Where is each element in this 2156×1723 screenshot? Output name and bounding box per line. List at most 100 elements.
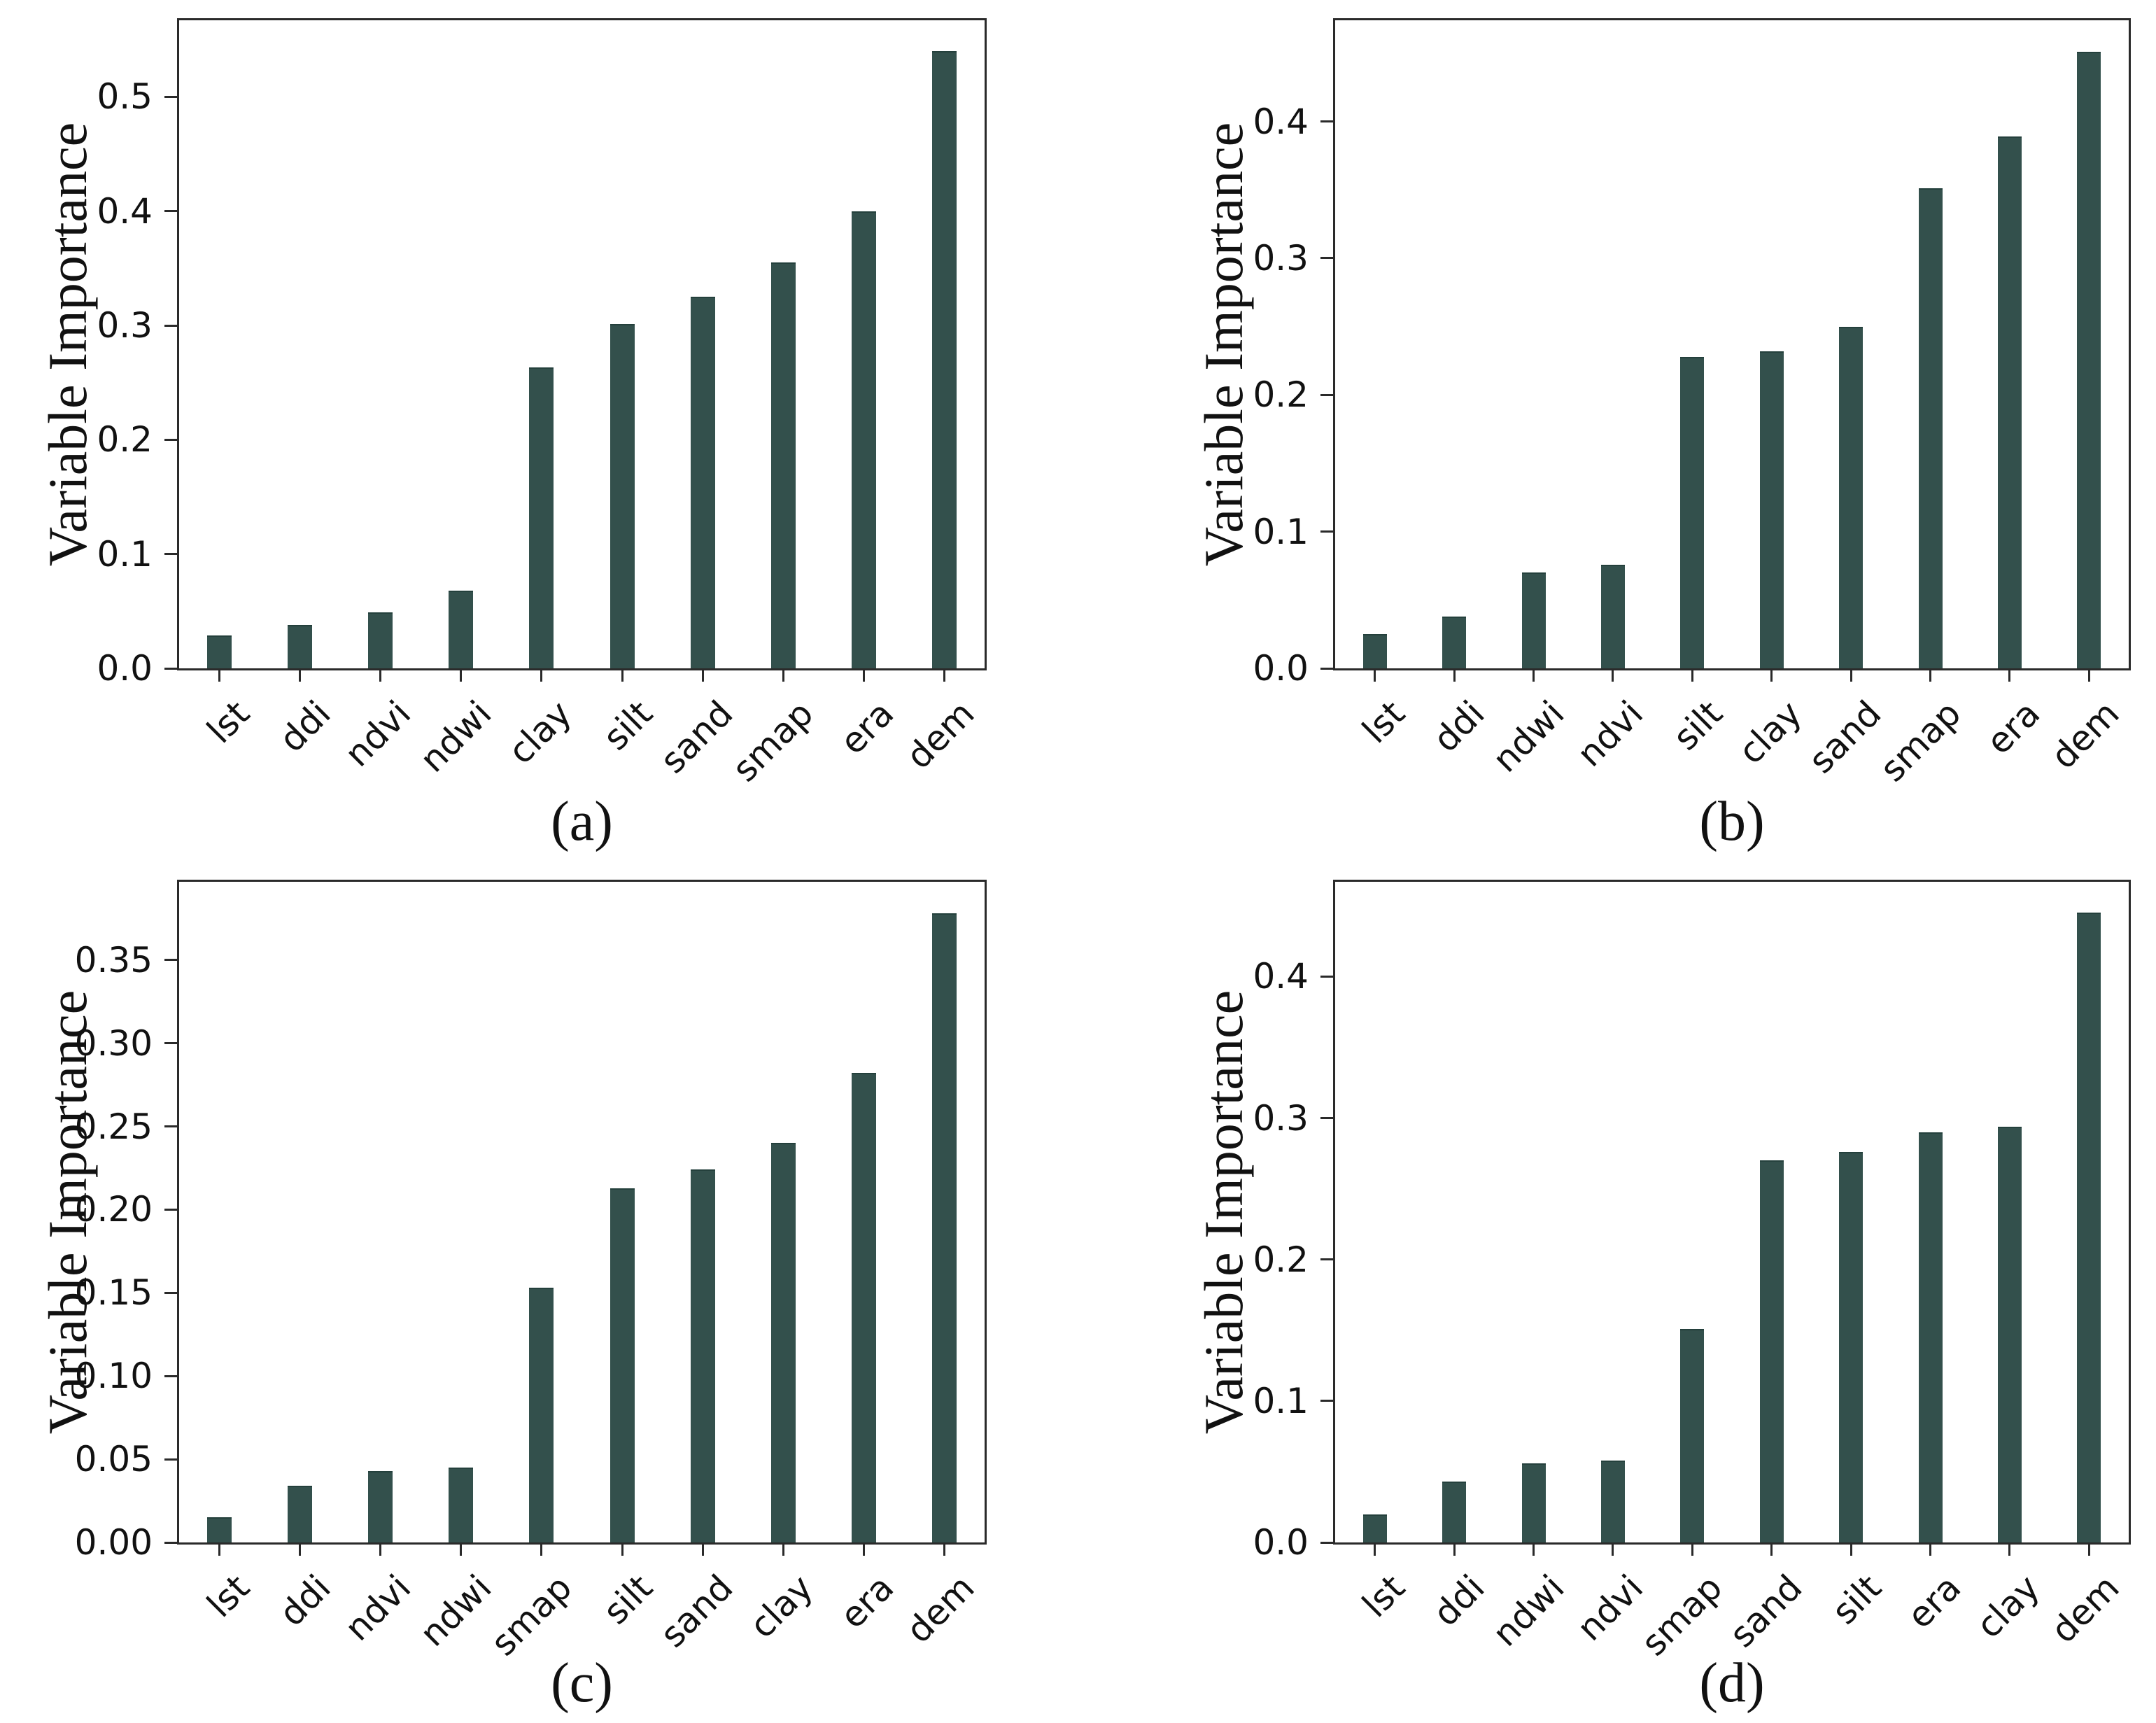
x-category-label-lst: lst bbox=[1354, 1567, 1413, 1626]
bar-silt bbox=[1839, 1152, 1863, 1542]
panel-caption-a: (a) bbox=[551, 791, 613, 852]
x-tick-mark bbox=[943, 1545, 945, 1556]
bar-dem bbox=[2077, 913, 2101, 1542]
x-tick-mark bbox=[943, 670, 945, 682]
panel-caption-d: (d) bbox=[1699, 1652, 1765, 1714]
x-category-label-era: era bbox=[1898, 1567, 1968, 1637]
bar-era bbox=[851, 1073, 876, 1542]
x-tick-mark bbox=[621, 1545, 623, 1556]
x-category-label-clay: clay bbox=[1730, 693, 1810, 773]
y-tick-label: 0.1 bbox=[1253, 511, 1309, 552]
x-tick-mark bbox=[460, 670, 463, 682]
x-category-label-era: era bbox=[832, 693, 902, 763]
x-category-label-ddi: ddi bbox=[271, 693, 339, 761]
y-tick-label: 0.35 bbox=[74, 939, 153, 980]
y-tick-label: 0.15 bbox=[74, 1272, 153, 1314]
x-category-label-sand: sand bbox=[652, 1567, 741, 1656]
bar-era bbox=[1918, 1132, 1943, 1542]
bar-dem bbox=[931, 913, 957, 1542]
x-tick-mark bbox=[621, 670, 623, 682]
x-tick-mark bbox=[1770, 1545, 1773, 1556]
x-category-label-clay: clay bbox=[500, 693, 579, 773]
bar-lst bbox=[1362, 1514, 1387, 1542]
y-tick-label: 0.3 bbox=[1253, 1097, 1309, 1139]
bar-era bbox=[851, 211, 876, 668]
x-category-label-smap: smap bbox=[724, 693, 822, 790]
bar-lst bbox=[207, 1517, 232, 1542]
x-tick-mark bbox=[1533, 1545, 1535, 1556]
x-tick-mark bbox=[218, 670, 221, 682]
y-tick-mark bbox=[1320, 393, 1333, 396]
x-tick-mark bbox=[1849, 670, 1852, 682]
y-tick-mark bbox=[164, 95, 177, 98]
y-tick-label: 0.0 bbox=[1253, 1522, 1309, 1563]
y-tick-mark bbox=[164, 553, 177, 556]
y-tick-mark bbox=[1320, 530, 1333, 533]
x-category-label-silt: silt bbox=[1665, 693, 1731, 759]
x-category-label-era: era bbox=[1978, 693, 2048, 763]
bar-sand bbox=[1839, 326, 1863, 668]
x-category-label-lst: lst bbox=[199, 693, 258, 752]
x-tick-mark bbox=[701, 1545, 704, 1556]
bar-ndvi bbox=[1600, 564, 1625, 668]
panel-a: Variable Importance 0.0 0.1 0.2 0.3 0.4 0.5 ls… bbox=[0, 0, 1078, 862]
y-tick-mark bbox=[164, 1291, 177, 1294]
x-category-label-sand: sand bbox=[652, 693, 741, 782]
bar-dem bbox=[2077, 51, 2101, 668]
y-tick-mark bbox=[164, 210, 177, 213]
y-tick-label: 0.4 bbox=[1253, 956, 1309, 997]
y-tick-mark bbox=[1320, 257, 1333, 260]
y-tick-mark bbox=[1320, 1400, 1333, 1402]
x-tick-mark bbox=[2008, 1545, 2011, 1556]
x-category-label-lst: lst bbox=[1354, 693, 1413, 752]
x-tick-mark bbox=[1770, 670, 1773, 682]
plot-area-a: 0.0 0.1 0.2 0.3 0.4 0.5 lst ddi ndvi ndwi clay silt… bbox=[97, 18, 987, 789]
bar-smap bbox=[1918, 188, 1943, 668]
y-tick-label: 0.00 bbox=[74, 1522, 153, 1563]
x-tick-mark bbox=[218, 1545, 221, 1556]
x-tick-mark bbox=[299, 670, 302, 682]
y-tick-mark bbox=[1320, 1117, 1333, 1120]
y-tick-label: 0.3 bbox=[1253, 237, 1309, 279]
x-tick-mark bbox=[540, 1545, 543, 1556]
bar-ndwi bbox=[1521, 572, 1546, 668]
panel-caption-b: (b) bbox=[1699, 791, 1765, 852]
x-category-label-ndwi: ndwi bbox=[411, 1567, 500, 1654]
x-category-label-sand: sand bbox=[1801, 693, 1889, 782]
x-tick-mark bbox=[1929, 1545, 1931, 1556]
y-tick-label: 0.05 bbox=[74, 1439, 153, 1480]
y-tick-label: 0.4 bbox=[1253, 101, 1309, 142]
bar-ndwi bbox=[449, 590, 474, 668]
y-tick-mark bbox=[164, 1125, 177, 1128]
y-tick-mark bbox=[164, 959, 177, 962]
y-tick-mark bbox=[164, 1042, 177, 1045]
bar-clay bbox=[529, 367, 554, 668]
y-tick-label: 0.2 bbox=[1253, 374, 1309, 416]
x-tick-mark bbox=[1533, 670, 1535, 682]
x-tick-mark bbox=[862, 670, 865, 682]
panel-b: Variable Importance 0.0 0.1 0.2 0.3 0.4 lst dd… bbox=[1078, 0, 2156, 862]
x-tick-mark bbox=[1849, 1545, 1852, 1556]
bar-silt bbox=[610, 324, 635, 668]
y-tick-label: 0.5 bbox=[97, 76, 153, 118]
y-tick-mark bbox=[164, 1374, 177, 1377]
panel-caption-c: (c) bbox=[551, 1652, 613, 1714]
bar-ndwi bbox=[449, 1467, 474, 1542]
x-category-label-ndwi: ndwi bbox=[1484, 693, 1572, 780]
x-category-label-silt: silt bbox=[595, 1567, 661, 1633]
x-tick-mark bbox=[1929, 670, 1931, 682]
y-tick-mark bbox=[164, 324, 177, 327]
y-tick-mark bbox=[164, 1541, 177, 1544]
y-tick-mark bbox=[164, 1208, 177, 1211]
x-category-label-dem: dem bbox=[899, 1567, 982, 1651]
x-category-label-ddi: ddi bbox=[1425, 693, 1493, 761]
plot-area-b: 0.0 0.1 0.2 0.3 0.4 lst ddi ndwi ndvi silt clay san… bbox=[1253, 18, 2131, 789]
x-category-label-sand: sand bbox=[1721, 1567, 1810, 1656]
bar-ddi bbox=[288, 1486, 313, 1542]
y-tick-label: 0.2 bbox=[1253, 1239, 1309, 1280]
x-tick-mark bbox=[1691, 670, 1693, 682]
x-tick-mark bbox=[1453, 1545, 1456, 1556]
bar-ddi bbox=[1442, 1482, 1467, 1542]
y-tick-label: 0.4 bbox=[97, 190, 153, 232]
y-axis-label: Variable Importance bbox=[1193, 122, 1254, 567]
